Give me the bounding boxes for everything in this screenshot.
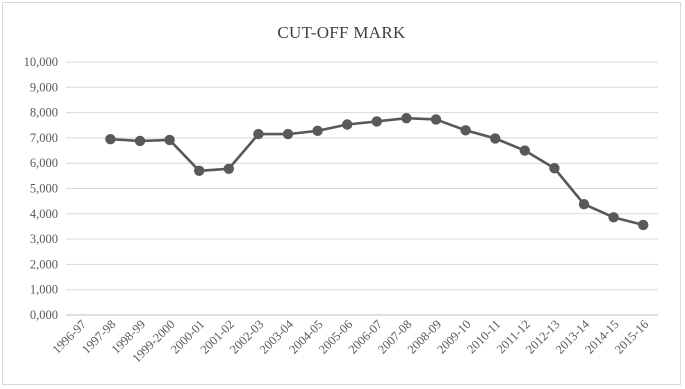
data-point: [134, 135, 146, 147]
data-point: [194, 165, 205, 176]
data-point: [253, 128, 264, 140]
y-tick-label: 4,000: [30, 207, 58, 221]
data-point: [490, 133, 501, 144]
data-point: [401, 112, 412, 124]
data-point: [638, 219, 649, 231]
y-tick-label: 7,000: [30, 131, 58, 145]
data-point: [371, 116, 382, 127]
y-tick-label: 3,000: [30, 232, 58, 246]
y-tick-label: 1,000: [30, 283, 58, 297]
data-point: [164, 134, 175, 146]
x-tick-label: 2015-16: [612, 317, 651, 356]
series-line: [110, 116, 644, 227]
chart-title: CUT-OFF MARK: [277, 23, 406, 42]
y-tick-label: 6,000: [30, 156, 58, 170]
data-point: [282, 128, 294, 140]
y-tick-label: 5,000: [30, 182, 58, 196]
data-point: [460, 125, 471, 136]
data-point: [342, 119, 353, 130]
y-tick-label: 8,000: [30, 106, 58, 120]
data-point: [430, 114, 442, 125]
data-point: [223, 163, 234, 174]
data-point: [608, 212, 619, 223]
data-point: [312, 125, 323, 137]
data-point: [578, 198, 590, 210]
y-tick-label: 0,000: [30, 308, 58, 322]
y-tick-label: 10,000: [24, 55, 58, 69]
y-tick-label: 2,000: [30, 257, 58, 271]
chart-frame: CUT-OFF MARK: [2, 2, 681, 385]
data-point: [105, 133, 116, 145]
data-point: [519, 145, 530, 156]
y-tick-label: 9,000: [30, 80, 58, 94]
data-point: [549, 163, 560, 174]
